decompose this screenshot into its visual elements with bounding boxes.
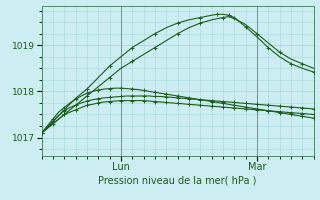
X-axis label: Pression niveau de la mer( hPa ): Pression niveau de la mer( hPa ) [99, 175, 257, 185]
